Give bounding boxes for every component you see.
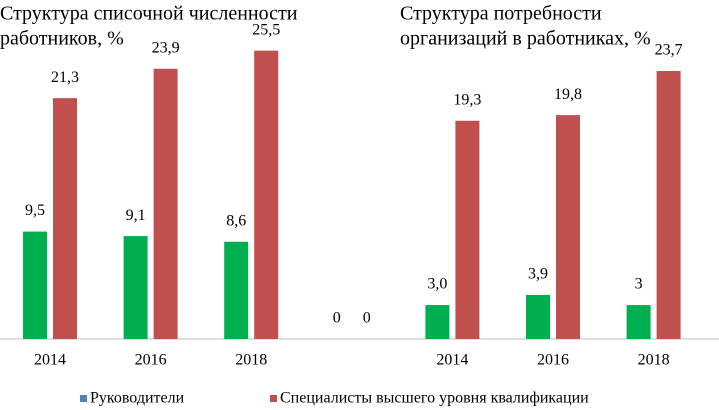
- data-label: 23,9: [152, 39, 180, 56]
- bar: [153, 68, 178, 339]
- chart-title: работников, %: [0, 28, 124, 50]
- legend-label: Руководители: [90, 390, 185, 407]
- x-tick-label: 2018: [235, 352, 267, 369]
- bar: [254, 50, 279, 340]
- data-label: 0: [333, 310, 341, 327]
- x-tick-label: 2014: [436, 352, 468, 369]
- bar: [224, 241, 249, 339]
- x-tick-label: 2014: [34, 352, 66, 369]
- data-label: 21,3: [51, 69, 79, 86]
- data-label: 23,7: [655, 42, 683, 59]
- chart-title: Структура потребности: [400, 3, 602, 25]
- data-label: 3,9: [528, 266, 548, 283]
- bar: [626, 305, 651, 339]
- legend-label: Специалисты высшего уровня квалификации: [280, 390, 589, 407]
- bar: [526, 294, 550, 339]
- legend-marker: [270, 395, 277, 402]
- data-label: 19,8: [554, 86, 582, 103]
- data-label: 9,1: [126, 207, 146, 224]
- chart-title: Структура списочной численности: [0, 3, 298, 25]
- data-label: 0: [363, 310, 371, 327]
- bar: [656, 71, 681, 339]
- data-label: 25,5: [252, 21, 280, 38]
- data-label: 3,0: [427, 276, 447, 293]
- x-tick-label: 2018: [638, 352, 670, 369]
- data-label: 19,3: [453, 91, 481, 108]
- data-label: 8,6: [226, 212, 246, 229]
- x-tick-label: 2016: [537, 352, 569, 369]
- data-label: 3: [635, 276, 643, 293]
- bar: [455, 120, 480, 339]
- chart-title: организаций в работниках, %: [400, 28, 651, 50]
- bar: [556, 115, 580, 339]
- x-tick-label: 2016: [135, 352, 167, 369]
- bar: [123, 236, 148, 339]
- bar: [53, 98, 77, 340]
- bar: [23, 231, 47, 339]
- data-label: 9,5: [25, 202, 45, 219]
- bar: [425, 305, 450, 339]
- legend-marker: [80, 395, 87, 402]
